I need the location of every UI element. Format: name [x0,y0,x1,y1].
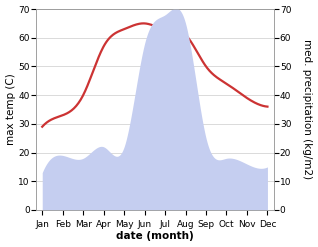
X-axis label: date (month): date (month) [116,231,194,242]
Y-axis label: max temp (C): max temp (C) [5,74,16,145]
Y-axis label: med. precipitation (kg/m2): med. precipitation (kg/m2) [302,40,313,180]
